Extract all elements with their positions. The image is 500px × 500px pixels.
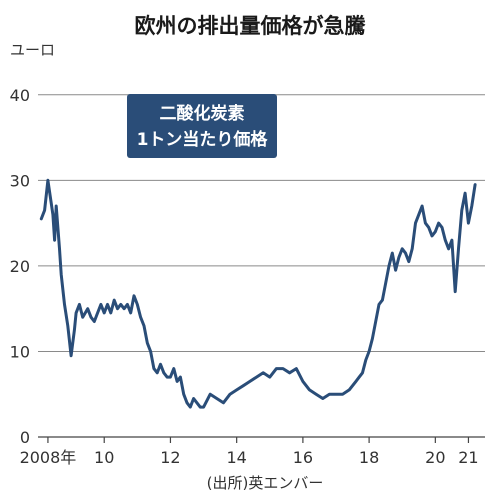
- annotation-line-2: 1トン当たり価格: [137, 129, 269, 150]
- x-tick-label: 2008年: [20, 448, 77, 467]
- series-layer: [39, 178, 477, 409]
- x-tick-label: 16: [293, 448, 313, 467]
- y-tick-label: 20: [10, 257, 30, 276]
- annotation-box: 二酸化炭素 1トン当たり価格: [127, 94, 277, 158]
- chart-title: 欧州の排出量価格が急騰: [135, 14, 367, 38]
- source-note: (出所)英エンバー: [207, 474, 324, 492]
- y-axis-unit-label: ユーロ: [10, 41, 55, 59]
- y-tick-labels: 0 10 20 30 40: [10, 86, 30, 447]
- series-line: [39, 178, 477, 409]
- y-tick-label: 40: [10, 86, 30, 105]
- y-tick-label: 10: [10, 342, 30, 361]
- x-tick-label: 20: [425, 448, 445, 467]
- x-tick-labels: 2008年 10 12 14 16 18 20 21: [20, 437, 479, 467]
- x-tick-label: 12: [160, 448, 180, 467]
- y-tick-label: 30: [10, 171, 30, 190]
- y-tick-label: 0: [20, 428, 30, 447]
- annotation-box-background: [127, 94, 277, 158]
- annotation-line-1: 二酸化炭素: [160, 103, 245, 124]
- x-tick-label: 10: [94, 448, 114, 467]
- x-tick-label: 21: [458, 448, 478, 467]
- x-tick-label: 18: [359, 448, 379, 467]
- x-tick-label: 14: [226, 448, 246, 467]
